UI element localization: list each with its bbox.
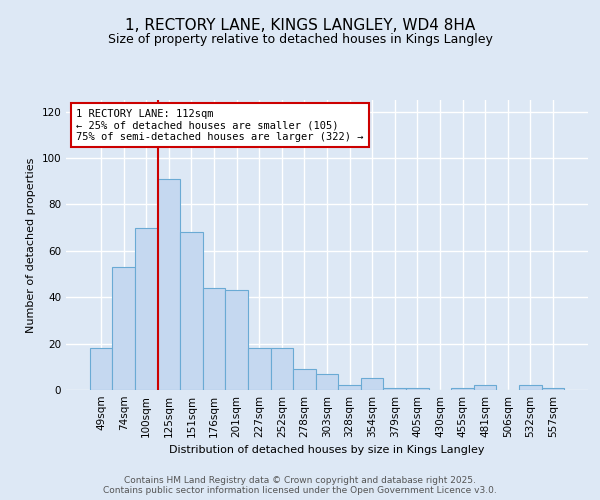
Bar: [90, 348, 112, 390]
Bar: [451, 388, 474, 390]
X-axis label: Distribution of detached houses by size in Kings Langley: Distribution of detached houses by size …: [169, 446, 485, 456]
Bar: [158, 179, 180, 390]
Y-axis label: Number of detached properties: Number of detached properties: [26, 158, 36, 332]
Bar: [293, 369, 316, 390]
Bar: [135, 228, 158, 390]
Bar: [542, 388, 564, 390]
Bar: [271, 348, 293, 390]
Text: 1 RECTORY LANE: 112sqm
← 25% of detached houses are smaller (105)
75% of semi-de: 1 RECTORY LANE: 112sqm ← 25% of detached…: [76, 108, 364, 142]
Text: Size of property relative to detached houses in Kings Langley: Size of property relative to detached ho…: [107, 32, 493, 46]
Bar: [316, 374, 338, 390]
Bar: [338, 386, 361, 390]
Bar: [519, 386, 542, 390]
Text: 1, RECTORY LANE, KINGS LANGLEY, WD4 8HA: 1, RECTORY LANE, KINGS LANGLEY, WD4 8HA: [125, 18, 475, 32]
Bar: [383, 388, 406, 390]
Bar: [361, 378, 383, 390]
Bar: [474, 386, 496, 390]
Bar: [203, 288, 226, 390]
Bar: [112, 267, 135, 390]
Bar: [180, 232, 203, 390]
Bar: [226, 290, 248, 390]
Bar: [406, 388, 428, 390]
Text: Contains HM Land Registry data © Crown copyright and database right 2025.
Contai: Contains HM Land Registry data © Crown c…: [103, 476, 497, 495]
Bar: [248, 348, 271, 390]
